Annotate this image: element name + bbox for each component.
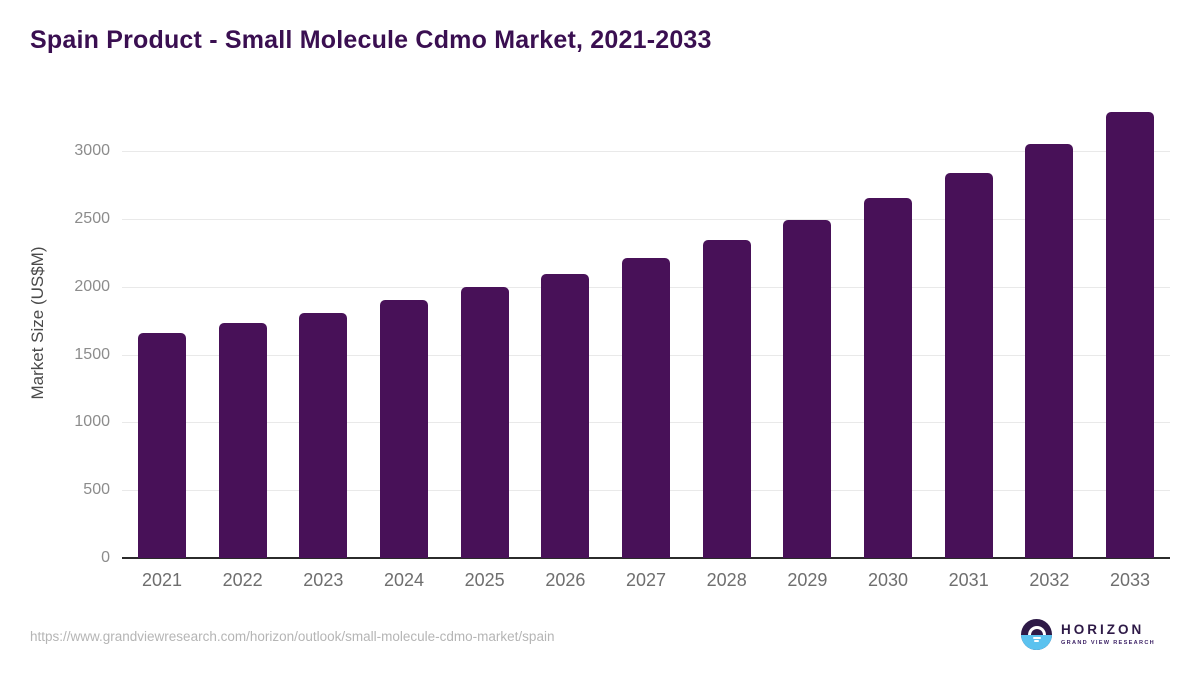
y-tick-label: 3000 — [74, 142, 110, 160]
x-tick-label: 2027 — [625, 570, 667, 590]
logo-text: HORIZON GRAND VIEW RESEARCH — [1061, 623, 1155, 646]
bar-2025[interactable] — [460, 287, 509, 558]
x-tick-label: 2023 — [303, 570, 344, 590]
bar-2021[interactable] — [138, 332, 186, 558]
x-axis-line — [122, 557, 1170, 559]
bar-2028[interactable] — [702, 240, 751, 558]
gridline — [122, 151, 1170, 153]
logo-brand-name: HORIZON — [1061, 622, 1145, 638]
bar-2023[interactable] — [299, 312, 348, 558]
x-tick-label: 2021 — [141, 570, 183, 590]
plot-area: 0 500 1000 1500 2000 2500 3000 2021 2022 2023 2024… — [74, 98, 1170, 590]
bar-2026[interactable] — [541, 273, 590, 558]
logo-reflection-line — [1032, 637, 1041, 639]
y-tick-label: 500 — [83, 481, 110, 499]
y-tick-label: 2500 — [74, 210, 110, 227]
x-tick-label: 2028 — [706, 570, 747, 590]
chart-title: Spain Product - Small Molecule Cdmo Mark… — [30, 26, 712, 54]
x-tick-label: 2033 — [1110, 570, 1151, 590]
y-axis-title: Market Size (US$M) — [28, 246, 47, 400]
bar-2033[interactable] — [1106, 111, 1155, 558]
logo-sun-shape — [1030, 628, 1043, 635]
source-url: https://www.grandviewresearch.com/horizo… — [30, 629, 555, 644]
x-tick-label: 2024 — [383, 570, 425, 590]
gridline — [122, 219, 1170, 220]
bar-2027[interactable] — [622, 258, 671, 558]
y-tick-label: 2000 — [74, 277, 110, 295]
bar-2022[interactable] — [218, 322, 267, 558]
y-tick-label: 0 — [101, 549, 110, 566]
horizon-logo: HORIZON GRAND VIEW RESEARCH — [1021, 619, 1155, 650]
y-tick-label: 1000 — [74, 413, 110, 431]
logo-reflection-line — [1034, 640, 1039, 642]
logo-tagline: GRAND VIEW RESEARCH — [1061, 639, 1156, 646]
y-tick-label: 1500 — [74, 345, 110, 363]
x-tick-label: 2029 — [787, 570, 828, 590]
x-tick-label: 2022 — [222, 570, 263, 590]
horizon-logo-icon — [1021, 619, 1052, 650]
logo-sea-shape — [1021, 634, 1052, 650]
bar-2032[interactable] — [1025, 143, 1074, 558]
x-tick-label: 2032 — [1029, 570, 1070, 590]
bar-2024[interactable] — [380, 300, 428, 558]
x-tick-label: 2030 — [867, 570, 909, 590]
bar-2030[interactable] — [864, 197, 913, 558]
x-tick-label: 2026 — [545, 570, 586, 590]
x-tick-label: 2025 — [464, 570, 505, 590]
bar-2029[interactable] — [783, 219, 832, 558]
bar-2031[interactable] — [944, 172, 993, 558]
x-tick-label: 2031 — [948, 570, 989, 590]
